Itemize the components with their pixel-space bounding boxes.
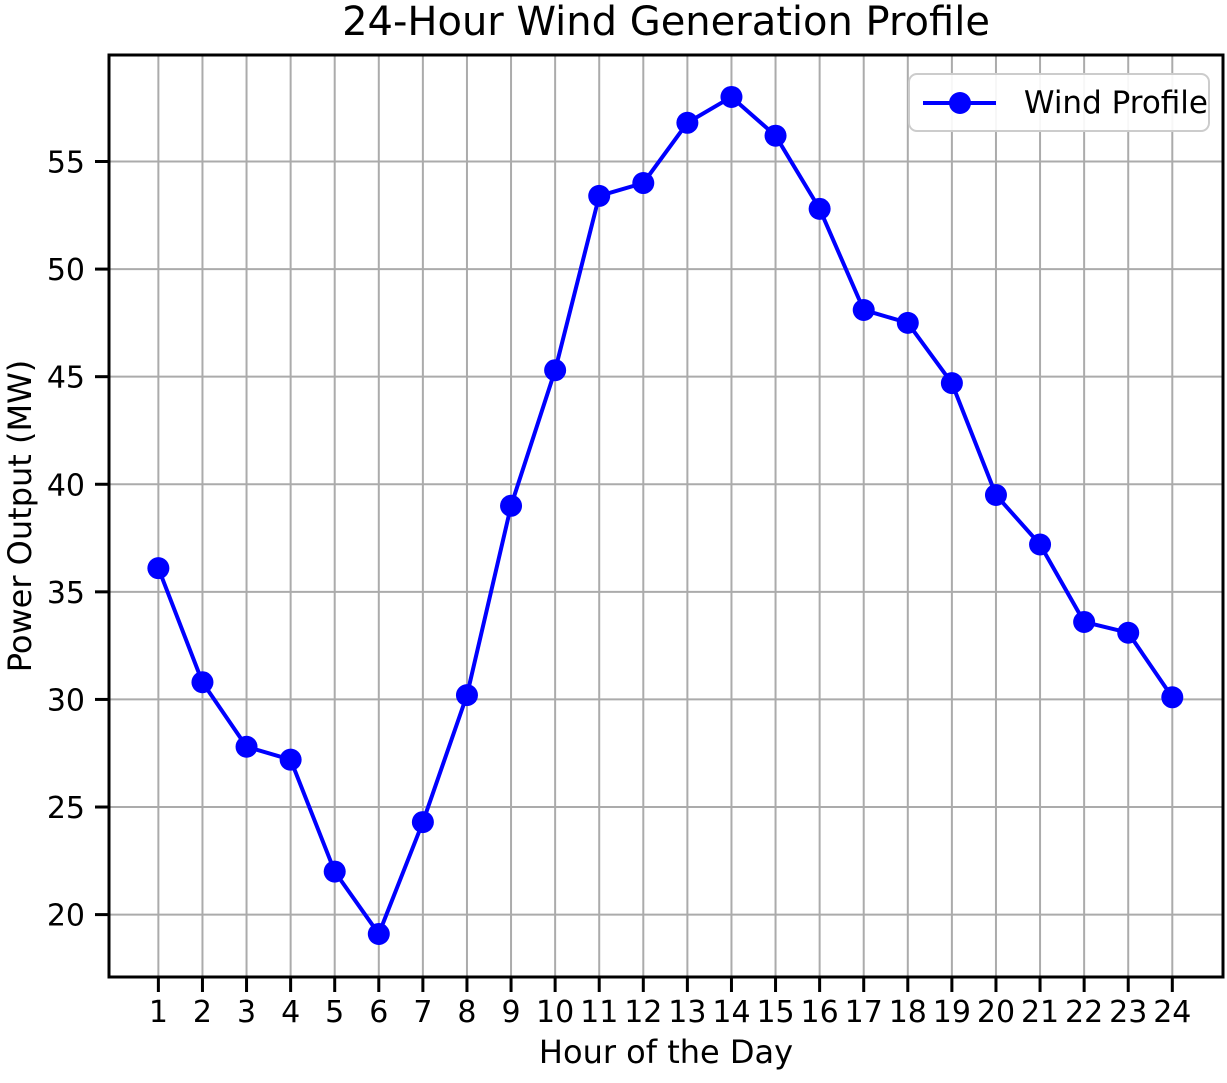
y-tick-label: 45 [47, 361, 85, 396]
x-tick-label: 5 [325, 995, 344, 1030]
data-point-marker [500, 494, 523, 517]
data-point-marker [632, 172, 655, 195]
data-point-marker [984, 484, 1007, 507]
y-tick-label: 30 [47, 683, 85, 718]
x-tick-label: 10 [536, 995, 574, 1030]
y-tick-label: 20 [47, 899, 85, 934]
x-tick-label: 1 [149, 995, 168, 1030]
legend-label: Wind Profile [1023, 84, 1208, 121]
chart-title: 24-Hour Wind Generation Profile [342, 0, 990, 45]
data-point-marker [676, 111, 699, 134]
x-tick-label: 22 [1065, 995, 1103, 1030]
x-tick-label: 19 [933, 995, 971, 1030]
data-point-marker [1029, 533, 1052, 556]
x-tick-label: 3 [237, 995, 256, 1030]
data-point-marker [852, 298, 875, 321]
x-axis-label: Hour of the Day [538, 1033, 794, 1071]
data-point-marker [235, 735, 258, 758]
x-tick-label: 24 [1153, 995, 1191, 1030]
x-tick-label: 9 [501, 995, 520, 1030]
x-tick-label: 20 [977, 995, 1015, 1030]
x-tick-label: 13 [668, 995, 706, 1030]
x-tick-label: 8 [457, 995, 476, 1030]
y-tick-label: 35 [47, 576, 85, 611]
data-point-marker [1161, 686, 1184, 709]
x-tick-label: 4 [281, 995, 300, 1030]
y-tick-label: 55 [47, 146, 85, 181]
x-tick-label: 2 [193, 995, 212, 1030]
data-point-marker [808, 197, 831, 220]
x-tick-label: 16 [801, 995, 839, 1030]
data-point-marker [279, 748, 302, 771]
data-point-marker [147, 557, 170, 580]
data-point-marker [1073, 610, 1096, 633]
data-point-marker [720, 85, 743, 108]
y-tick-label: 50 [47, 253, 85, 288]
legend-marker-icon [923, 91, 996, 114]
plot-border [107, 53, 1225, 979]
x-tick-label: 21 [1021, 995, 1059, 1030]
x-tick-label: 6 [369, 995, 388, 1030]
data-point-marker [191, 671, 214, 694]
data-point-marker [1117, 621, 1140, 644]
data-point-marker [544, 359, 567, 382]
data-point-marker [455, 684, 478, 707]
data-point-marker [367, 922, 390, 945]
x-tick-label: 12 [624, 995, 662, 1030]
legend: Wind Profile [908, 73, 1210, 132]
x-tick-label: 11 [580, 995, 618, 1030]
x-tick-label: 14 [712, 995, 750, 1030]
x-tick-label: 7 [413, 995, 432, 1030]
series-line [156, 94, 1175, 936]
x-tick-label: 15 [756, 995, 794, 1030]
x-tick-label: 23 [1109, 995, 1147, 1030]
y-tick-label: 40 [47, 468, 85, 503]
data-point-marker [764, 124, 787, 147]
data-point-marker [588, 184, 611, 207]
y-tick-label: 25 [47, 791, 85, 826]
data-point-marker [896, 311, 919, 334]
legend-sample-marker [949, 91, 971, 114]
x-tick-label: 17 [845, 995, 883, 1030]
data-point-marker [323, 860, 346, 883]
data-point-marker [411, 811, 434, 834]
x-tick-label: 18 [889, 995, 927, 1030]
data-point-marker [940, 372, 963, 395]
